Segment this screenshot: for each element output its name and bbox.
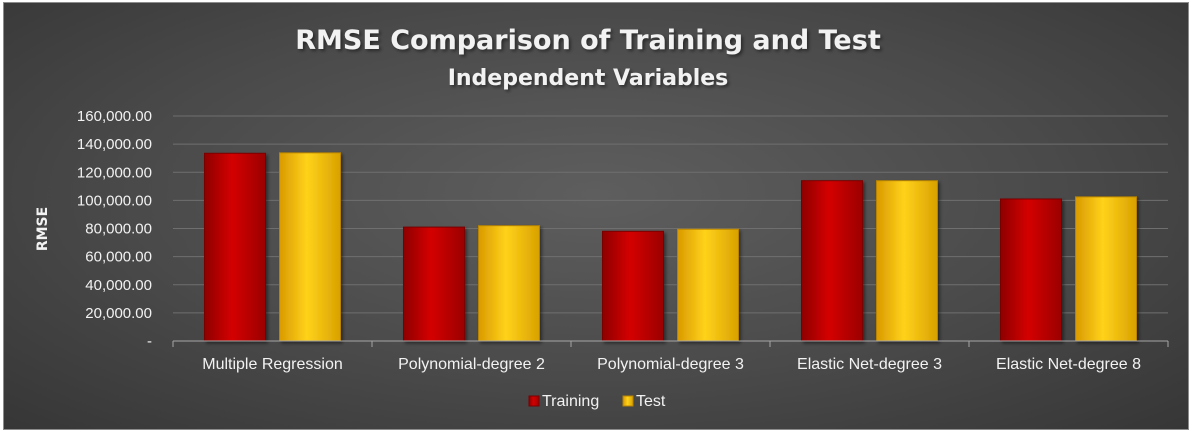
bar-test <box>1075 196 1137 342</box>
y-tick-label: 80,000.00 <box>85 221 152 238</box>
bar-training <box>204 152 266 342</box>
category-label: Multiple Regression <box>202 356 343 373</box>
chart-frame <box>3 2 1189 430</box>
bar-test <box>677 228 739 342</box>
y-tick-label: 100,000.00 <box>77 192 152 209</box>
x-axis <box>172 340 1169 347</box>
legend-swatch-training <box>528 395 540 407</box>
y-tick-label: 140,000.00 <box>77 136 152 153</box>
legend-swatch-test <box>622 395 634 407</box>
bars <box>204 152 1137 342</box>
x-tick-labels: Multiple Regression Polynomial-degree 2 Po… <box>202 356 1141 373</box>
bar-training <box>602 230 664 342</box>
y-axis-label: RMSE <box>35 207 51 251</box>
y-tick-label: 40,000.00 <box>85 277 152 294</box>
category-label: Elastic Net-degree 3 <box>797 356 942 373</box>
bar-training <box>1000 198 1062 342</box>
bar-test <box>478 225 540 342</box>
bar-test <box>876 180 938 342</box>
y-tick-label: 160,000.00 <box>77 108 152 125</box>
category-label: Elastic Net-degree 8 <box>996 356 1141 373</box>
bar-test <box>279 152 341 342</box>
legend: Training Test <box>528 393 666 410</box>
chart-title: RMSE Comparison of Training and Test <box>295 25 881 56</box>
legend-label-training: Training <box>542 393 599 410</box>
legend-label-test: Test <box>636 393 666 410</box>
y-tick-labels: - 20,000.00 40,000.00 60,000.00 80,000.00 100… <box>77 108 152 350</box>
chart-subtitle: Independent Variables <box>448 66 729 91</box>
y-tick-label: - <box>147 333 152 350</box>
y-tick-label: 120,000.00 <box>77 164 152 181</box>
y-tick-label: 20,000.00 <box>85 305 152 322</box>
bar-training <box>403 226 465 342</box>
category-label: Polynomial-degree 3 <box>597 356 744 373</box>
category-label: Polynomial-degree 2 <box>398 356 545 373</box>
bar-training <box>801 180 863 342</box>
y-tick-label: 60,000.00 <box>85 249 152 266</box>
